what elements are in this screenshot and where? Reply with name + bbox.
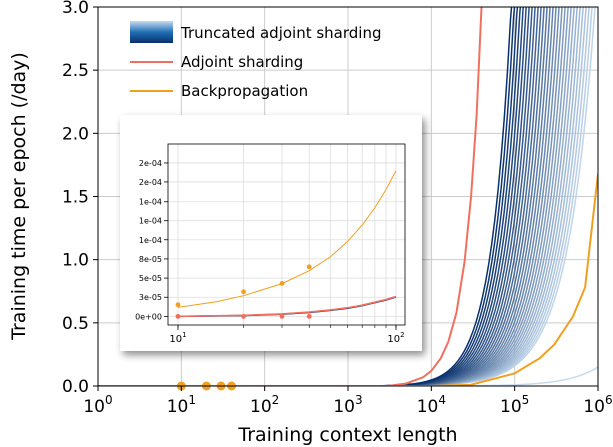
y-tick-label: 0.5: [62, 314, 89, 334]
legend-label: Adjoint sharding: [181, 53, 303, 71]
inset-x-tick-label: 102: [387, 331, 404, 345]
legend-label: Truncated adjoint sharding: [180, 24, 382, 42]
inset-point-backpropagation: [175, 302, 181, 308]
series-line-adjoint-sharding: [387, 7, 483, 386]
inset-point-backpropagation: [306, 264, 312, 270]
inset-point-adjoint-sharding: [279, 313, 285, 319]
x-axis-label: Training context length: [237, 424, 457, 446]
inset-x-tick-label: 101: [169, 331, 186, 345]
inset-y-tick-label: 3e-05: [139, 293, 162, 302]
inset-y-tick-label: 1e-04: [139, 236, 162, 245]
inset-point-backpropagation: [241, 289, 247, 295]
y-tick-label: 0.0: [62, 377, 89, 397]
inset-y-tick-label: 1e-04: [139, 198, 162, 207]
x-tick-label: 105: [500, 393, 529, 417]
x-tick-label: 101: [167, 393, 196, 417]
inset-scatter-points: [175, 264, 312, 319]
inset-y-tick-label: 2e-04: [139, 178, 162, 187]
main-series-lines: [98, 7, 598, 386]
y-axis-label: Training time per epoch (/day): [8, 52, 30, 341]
y-tick-label: 2.0: [62, 124, 89, 144]
inset-y-tick-label: 0e+00: [135, 312, 162, 321]
legend: Truncated adjoint sharding Adjoint shardi…: [130, 21, 382, 100]
inset-axis-ticks: 101 102 0e+00 3e-05 5e-05 8e-05 1e-04 1e-04 1e-0…: [135, 159, 404, 345]
inset-series-line-adjoint-sharding: [177, 295, 397, 318]
y-tick-label: 1.5: [62, 188, 89, 208]
inset-point-backpropagation: [279, 281, 285, 286]
x-tick-label: 104: [417, 393, 446, 417]
y-tick-label: 3.0: [62, 0, 89, 18]
inset-series-lines: [177, 170, 397, 318]
inset-point-adjoint-sharding: [175, 313, 181, 319]
x-tick-label: 106: [583, 393, 612, 417]
x-tick-label: 102: [250, 393, 279, 417]
inset-point-adjoint-sharding: [241, 313, 247, 319]
series-line-backpropagation: [431, 173, 598, 386]
inset-y-tick-label: 8e-05: [139, 255, 162, 264]
y-tick-label: 2.5: [62, 61, 89, 81]
inset-point-adjoint-sharding: [306, 313, 312, 319]
y-tick-label: 1.0: [62, 251, 89, 271]
inset-y-tick-label: 1e-04: [139, 217, 162, 226]
inset-y-tick-label: 2e-04: [139, 159, 162, 168]
inset-chart: 101 102 0e+00 3e-05 5e-05 8e-05 1e-04 1e-04 1e-0…: [120, 115, 422, 351]
legend-swatch-gradient: [130, 21, 173, 43]
x-tick-label: 100: [83, 393, 112, 417]
x-tick-label: 103: [333, 393, 362, 417]
inset-series-line-backpropagation: [177, 170, 397, 308]
inset-y-tick-label: 5e-05: [139, 274, 162, 283]
inset-panel: [120, 115, 422, 351]
legend-label: Backpropagation: [181, 82, 308, 100]
main-axis-ticks: 100 101 102 103 104 105 106 0.0 0.5 1.0 1.5 2.0 2.5 3…: [62, 0, 613, 417]
inset-plot-frame: [167, 143, 406, 326]
